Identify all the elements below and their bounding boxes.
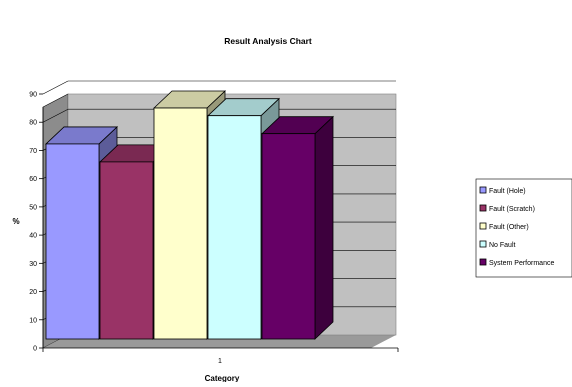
legend-swatch <box>479 186 487 194</box>
legend-swatch <box>479 240 487 248</box>
legend-label: Fault (Scratch) <box>489 206 535 213</box>
y-tick-label: 30 <box>29 261 37 268</box>
bar-front <box>261 133 316 340</box>
x-category-label: 1 <box>218 358 222 365</box>
y-tick-label: 50 <box>29 204 37 211</box>
legend-label: System Performance <box>489 260 554 267</box>
legend-label: Fault (Hole) <box>489 188 526 195</box>
legend-swatch <box>479 204 487 212</box>
y-tick-label: 70 <box>29 148 37 155</box>
gridline-side <box>42 80 69 95</box>
bar-front <box>153 107 208 340</box>
plot-area: 0 10 20 30 40 50 60 70 80 90 1 <box>29 80 399 365</box>
legend-box <box>475 178 572 278</box>
chart-title: Result Analysis Chart <box>224 36 312 46</box>
legend-swatch <box>479 222 487 230</box>
legend-label: Fault (Other) <box>489 224 529 231</box>
y-tick-label: 90 <box>29 92 37 99</box>
y-tick-label: 0 <box>33 346 37 353</box>
bar-side <box>314 115 334 340</box>
bar-front <box>99 161 154 340</box>
y-tick-label: 10 <box>29 317 37 324</box>
bar-front <box>45 143 100 340</box>
y-tick-label: 40 <box>29 233 37 240</box>
y-axis-label: % <box>12 217 19 226</box>
bar-front <box>207 115 262 340</box>
gridline-side <box>42 108 69 123</box>
y-tick-label: 60 <box>29 176 37 183</box>
legend-swatch <box>479 258 487 266</box>
legend: Fault (Hole) Fault (Scratch) Fault (Other)… <box>475 178 572 278</box>
y-tick-label: 20 <box>29 289 37 296</box>
bar-system-performance <box>260 115 335 340</box>
y-tick-label: 80 <box>29 120 37 127</box>
legend-label: No Fault <box>489 242 516 249</box>
x-axis-label: Category <box>205 374 240 382</box>
